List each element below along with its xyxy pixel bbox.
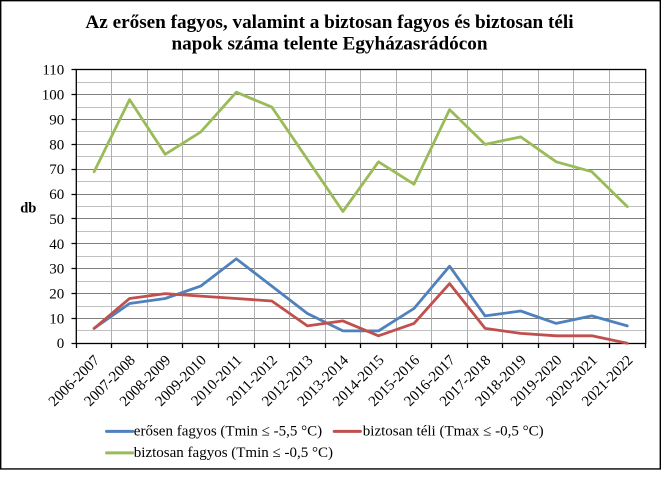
- svg-text:biztosan téli (Tmax ≤ -0,5 °C): biztosan téli (Tmax ≤ -0,5 °C): [363, 423, 544, 439]
- svg-text:30: 30: [49, 262, 64, 278]
- svg-text:0: 0: [57, 336, 65, 352]
- svg-text:Az erősen fagyos, valamint a b: Az erősen fagyos, valamint a biztosan fa…: [85, 12, 574, 33]
- svg-text:100: 100: [42, 88, 65, 104]
- svg-text:80: 80: [49, 137, 64, 153]
- svg-text:50: 50: [49, 212, 64, 228]
- svg-text:erősen fagyos (Tmin ≤ -5,5 °C): erősen fagyos (Tmin ≤ -5,5 °C): [134, 423, 322, 439]
- svg-text:110: 110: [42, 63, 64, 79]
- svg-text:20: 20: [49, 286, 64, 302]
- svg-text:napok száma telente Egyházasrá: napok száma telente Egyházasrádócon: [171, 34, 487, 55]
- svg-text:70: 70: [49, 162, 64, 178]
- svg-text:db: db: [20, 201, 36, 217]
- svg-text:90: 90: [49, 112, 64, 128]
- svg-text:10: 10: [49, 311, 64, 327]
- svg-text:60: 60: [49, 187, 64, 203]
- svg-text:40: 40: [49, 237, 64, 253]
- svg-text:biztosan fagyos (Tmin ≤ -0,5 °: biztosan fagyos (Tmin ≤ -0,5 °C): [134, 445, 333, 461]
